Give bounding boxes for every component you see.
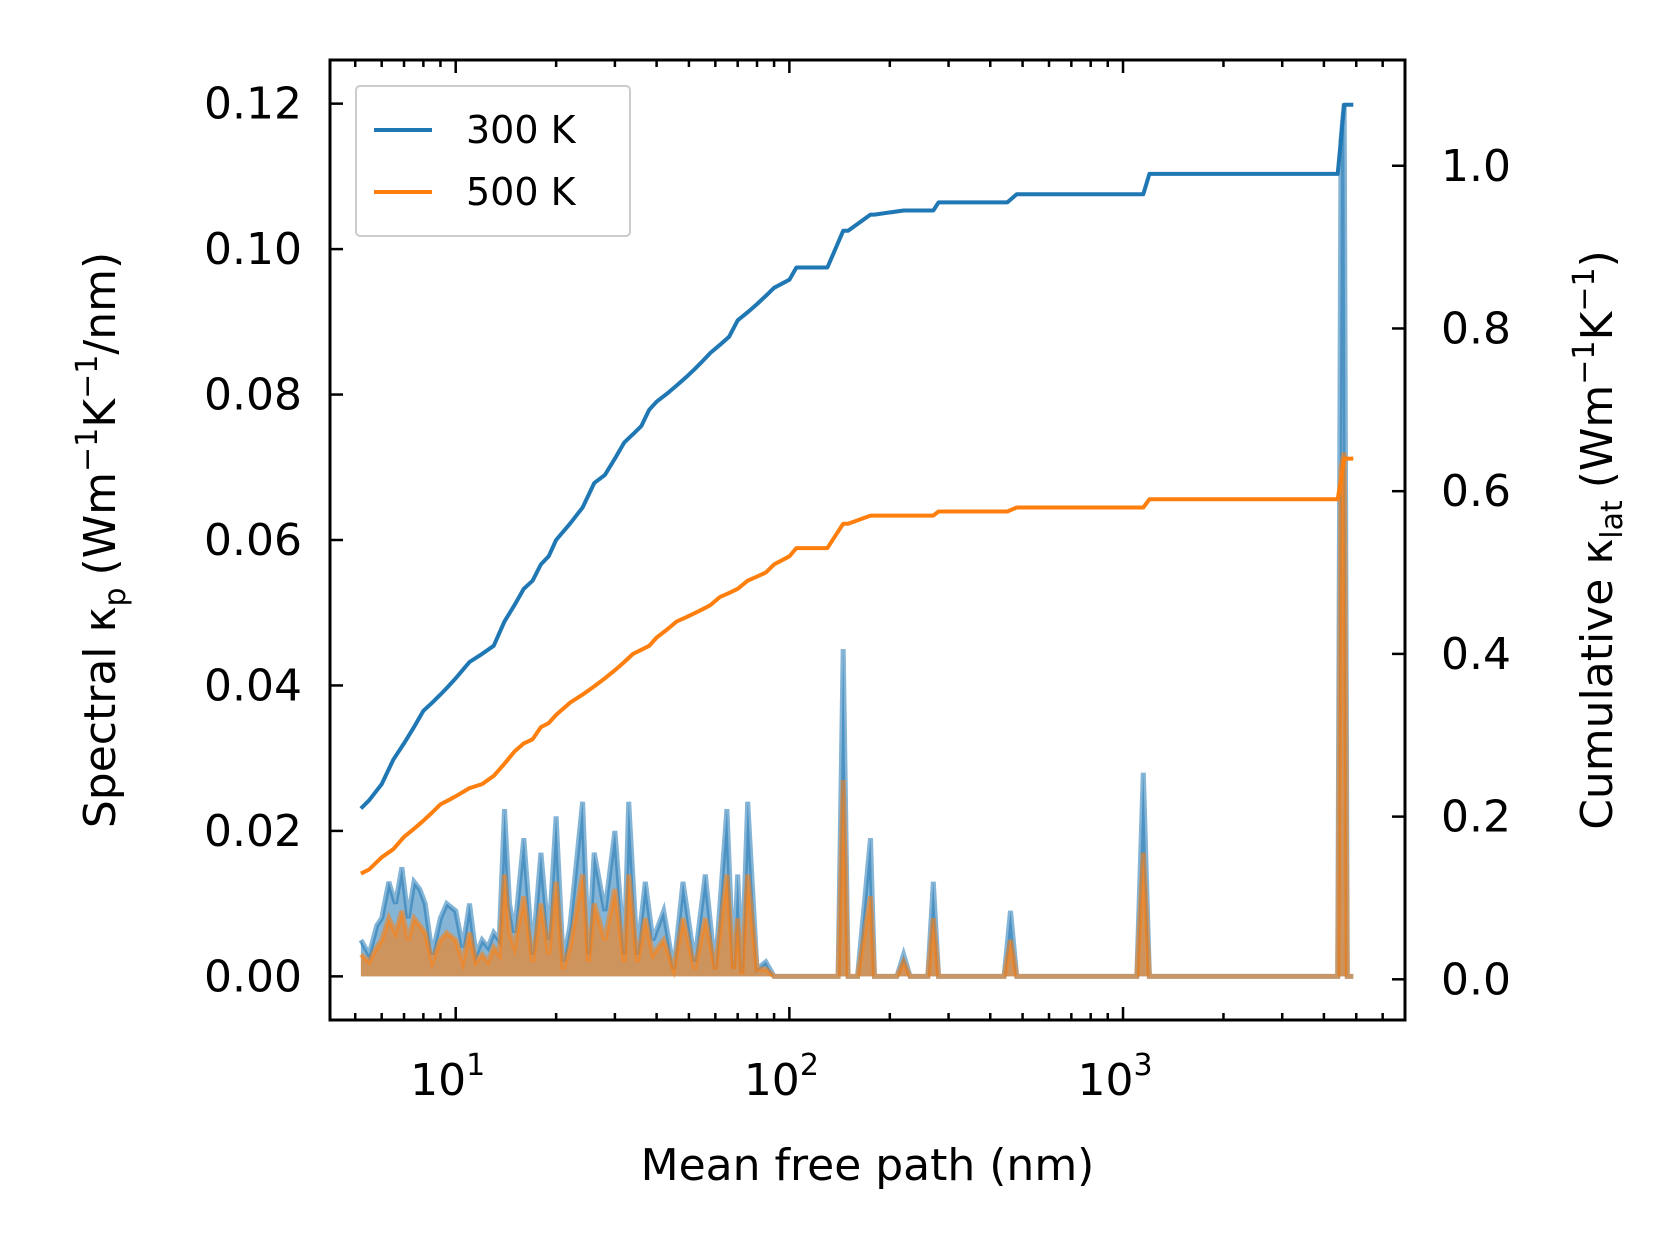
right-y-tick-label: 0.6 bbox=[1441, 466, 1511, 517]
spectral-line-1 bbox=[359, 452, 1354, 979]
left-y-tick-label: 0.12 bbox=[204, 79, 302, 130]
right-y-label-mid: K bbox=[1572, 310, 1623, 340]
right-y-tick-label: 0.4 bbox=[1441, 629, 1511, 680]
x-tick-base: 10 bbox=[1077, 1055, 1133, 1106]
cumulative-line-1 bbox=[360, 456, 1354, 876]
left-y-label-base: Spectral κ bbox=[75, 607, 126, 829]
x-tick-base: 10 bbox=[744, 1055, 800, 1106]
right-y-label-suffix: ) bbox=[1572, 250, 1623, 267]
left-y-label-exp1: −1 bbox=[70, 428, 105, 472]
left-y-tick-label: 0.02 bbox=[204, 806, 302, 857]
right-y-label-exp2: −1 bbox=[1567, 267, 1602, 311]
left-y-tick-label: 0.08 bbox=[204, 370, 302, 421]
cumulative-line-0 bbox=[359, 102, 1354, 810]
right-y-label-base: Cumulative κ bbox=[1572, 539, 1623, 830]
x-tick-base: 10 bbox=[410, 1055, 466, 1106]
axes: 0.00 0.02 0.04 0.06 0.08 0.10 0.12 0.0 0.2 0.4 0.6… bbox=[204, 58, 1511, 1106]
left-y-label-suffix: /nm) bbox=[75, 252, 126, 355]
x-tick-label: 102 bbox=[744, 1048, 819, 1106]
right-y-label-unit: (Wm bbox=[1572, 385, 1623, 489]
right-y-axis-label: Cumulative κlat(Wm−1K−1) bbox=[1567, 250, 1630, 830]
legend: 300 K 500 K bbox=[355, 85, 631, 237]
x-tick-exp: 2 bbox=[800, 1048, 819, 1083]
left-y-tick-label: 0.06 bbox=[204, 515, 302, 566]
axis-labels: Mean free path (nm) Spectral κp(Wm−1K−1/… bbox=[70, 250, 1630, 1191]
x-axis-label: Mean free path (nm) bbox=[641, 1140, 1095, 1191]
right-y-tick-label: 0.8 bbox=[1441, 303, 1511, 354]
legend-entry-300k: 300 K bbox=[466, 108, 577, 152]
left-y-label-unit: (Wm bbox=[75, 472, 126, 576]
right-y-tick-label: 1.0 bbox=[1441, 141, 1511, 192]
legend-box bbox=[355, 85, 631, 237]
left-y-tick-label: 0.00 bbox=[204, 951, 302, 1002]
x-tick-exp: 3 bbox=[1133, 1048, 1152, 1083]
spectral-fills bbox=[358, 103, 1354, 979]
right-y-tick-label: 0.0 bbox=[1441, 954, 1511, 1005]
right-y-label-exp1: −1 bbox=[1567, 340, 1602, 384]
left-y-label-exp2: −1 bbox=[70, 355, 105, 399]
left-y-tick-label: 0.04 bbox=[204, 660, 302, 711]
x-tick-label: 101 bbox=[410, 1048, 485, 1106]
left-y-label-mid: K bbox=[75, 398, 126, 428]
x-tick-label: 103 bbox=[1077, 1048, 1152, 1106]
cumulative-lines bbox=[359, 102, 1354, 876]
left-y-label-sub: p bbox=[98, 588, 133, 607]
right-y-tick-label: 0.2 bbox=[1441, 792, 1511, 843]
left-y-axis-label: Spectral κp(Wm−1K−1/nm) bbox=[70, 252, 133, 828]
legend-entry-500k: 500 K bbox=[466, 170, 577, 214]
x-tick-exp: 1 bbox=[466, 1048, 485, 1083]
right-y-label-sub: lat bbox=[1595, 500, 1630, 539]
left-y-tick-label: 0.10 bbox=[204, 224, 302, 275]
